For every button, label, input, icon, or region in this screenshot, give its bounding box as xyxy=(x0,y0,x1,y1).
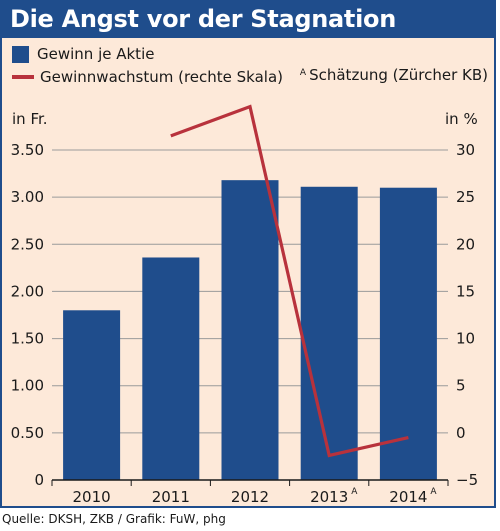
legend-bar-swatch xyxy=(12,45,29,63)
title-bar: Die Angst vor der Stagnation xyxy=(2,2,494,38)
bar-2011 xyxy=(142,257,200,480)
estimate-note-text: Schätzung (Zürcher KB) xyxy=(309,66,488,84)
left-tick-label: 0.50 xyxy=(11,424,44,442)
left-tick-label: 3.00 xyxy=(11,188,44,206)
right-tick-label: 5 xyxy=(456,377,466,395)
bar-2013 xyxy=(300,186,358,480)
right-tick-label: 15 xyxy=(456,282,475,300)
x-tick-label: 2010 xyxy=(73,488,111,506)
growth-line xyxy=(170,104,409,458)
chart-title: Die Angst vor der Stagnation xyxy=(10,5,396,33)
left-tick-label: 1.00 xyxy=(11,377,44,395)
legend-line-label: Gewinnwachstum (rechte Skala) xyxy=(40,68,283,86)
right-tick-label: 20 xyxy=(456,235,475,253)
bar-layer xyxy=(63,180,437,480)
x-tick-label: 2013 xyxy=(310,488,348,506)
left-axis-unit: in Fr. xyxy=(12,110,48,128)
line-layer xyxy=(170,104,409,458)
legend-line-swatch xyxy=(12,75,34,79)
legend-bar-label: Gewinn je Aktie xyxy=(37,45,155,63)
left-tick-label: 2.00 xyxy=(11,282,44,300)
x-tick-label: 2014 xyxy=(389,488,427,506)
bar-2012 xyxy=(221,180,279,480)
left-tick-label: 0 xyxy=(34,471,44,489)
right-tick-label: −5 xyxy=(456,471,478,489)
estimate-note: A Schätzung (Zürcher KB) xyxy=(300,66,488,84)
bar-2010 xyxy=(63,310,121,480)
x-tick-estimate-marker: A xyxy=(430,487,437,497)
legend-entry-bar: Gewinn je Aktie xyxy=(12,45,154,63)
bar-2014 xyxy=(379,187,437,480)
legend-entry-line: Gewinnwachstum (rechte Skala) xyxy=(12,68,283,86)
axis-layer xyxy=(51,479,449,486)
x-tick-label: 2011 xyxy=(152,488,190,506)
source-note: Quelle: DKSH, ZKB / Grafik: FuW, phg xyxy=(2,512,226,526)
x-tick-estimate-marker: A xyxy=(351,487,358,497)
right-axis-unit: in % xyxy=(445,110,478,128)
estimate-marker: A xyxy=(299,68,307,78)
x-tick-label: 2012 xyxy=(231,488,269,506)
label-layer: 0 0.50 1.00 1.50 2.00 2.50 3.00 3.50 −5 0 5 10 15 20 2… xyxy=(11,141,479,506)
left-tick-label: 2.50 xyxy=(11,235,44,253)
right-tick-label: 0 xyxy=(456,424,466,442)
left-tick-label: 1.50 xyxy=(11,330,44,348)
right-tick-label: 30 xyxy=(456,141,475,159)
right-tick-label: 25 xyxy=(456,188,475,206)
left-tick-label: 3.50 xyxy=(11,141,44,159)
right-tick-label: 10 xyxy=(456,330,475,348)
